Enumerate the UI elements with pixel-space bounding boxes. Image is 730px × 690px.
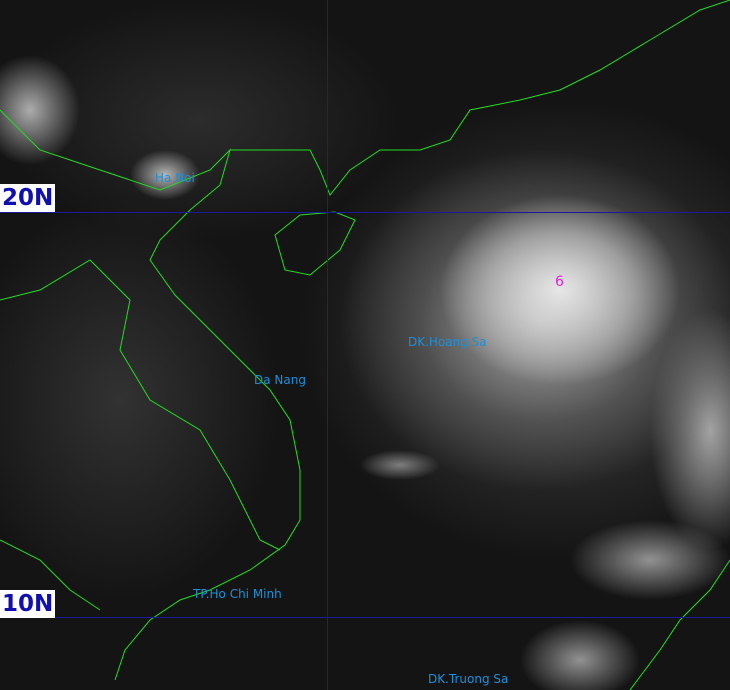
coastline-vietnam [0,109,301,681]
label-da-nang: Da Nang [254,373,306,387]
coastline-china [230,0,730,196]
typhoon-center-marker: 6 [555,274,564,290]
coastline-cambodia [0,539,101,611]
latitude-line-20n [0,212,730,213]
label-ho-chi-minh: TP.Ho Chi Minh [193,587,282,601]
latitude-label-10n: 10N [0,590,56,618]
border-inland [0,259,281,551]
label-hoang-sa: DK.Hoang Sa [408,335,487,349]
coastline-hainan [274,211,356,276]
longitude-line [327,0,328,690]
label-truong-sa: DK.Truong Sa [428,672,509,686]
coastline-philippines [629,559,730,690]
latitude-line-10n [0,617,730,618]
latitude-label-20n: 20N [0,184,56,212]
label-ha-noi: Ha Noi [155,171,195,185]
